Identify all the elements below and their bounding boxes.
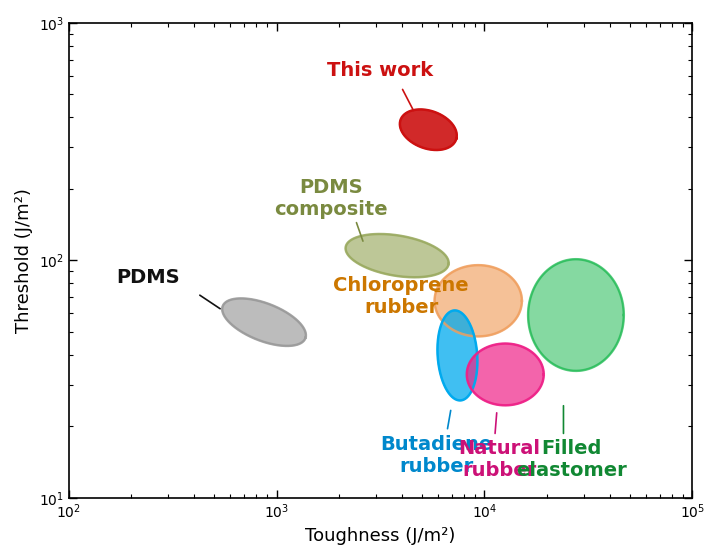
Polygon shape <box>438 310 477 400</box>
Text: Chloroprene
rubber: Chloroprene rubber <box>333 276 469 316</box>
X-axis label: Toughness (J/m²): Toughness (J/m²) <box>305 527 456 545</box>
Polygon shape <box>467 343 544 405</box>
Text: PDMS
composite: PDMS composite <box>274 178 387 219</box>
Polygon shape <box>222 298 306 346</box>
Text: Natural
rubber: Natural rubber <box>458 440 540 480</box>
Polygon shape <box>346 234 449 277</box>
Polygon shape <box>400 109 456 150</box>
Text: This work: This work <box>328 61 433 80</box>
Y-axis label: Threshold (J/m²): Threshold (J/m²) <box>15 188 33 333</box>
Text: PDMS: PDMS <box>116 268 179 287</box>
Polygon shape <box>435 265 522 337</box>
Polygon shape <box>528 259 624 371</box>
Text: Butadiene
rubber: Butadiene rubber <box>380 435 492 475</box>
Text: Filled
elastomer: Filled elastomer <box>516 440 627 480</box>
